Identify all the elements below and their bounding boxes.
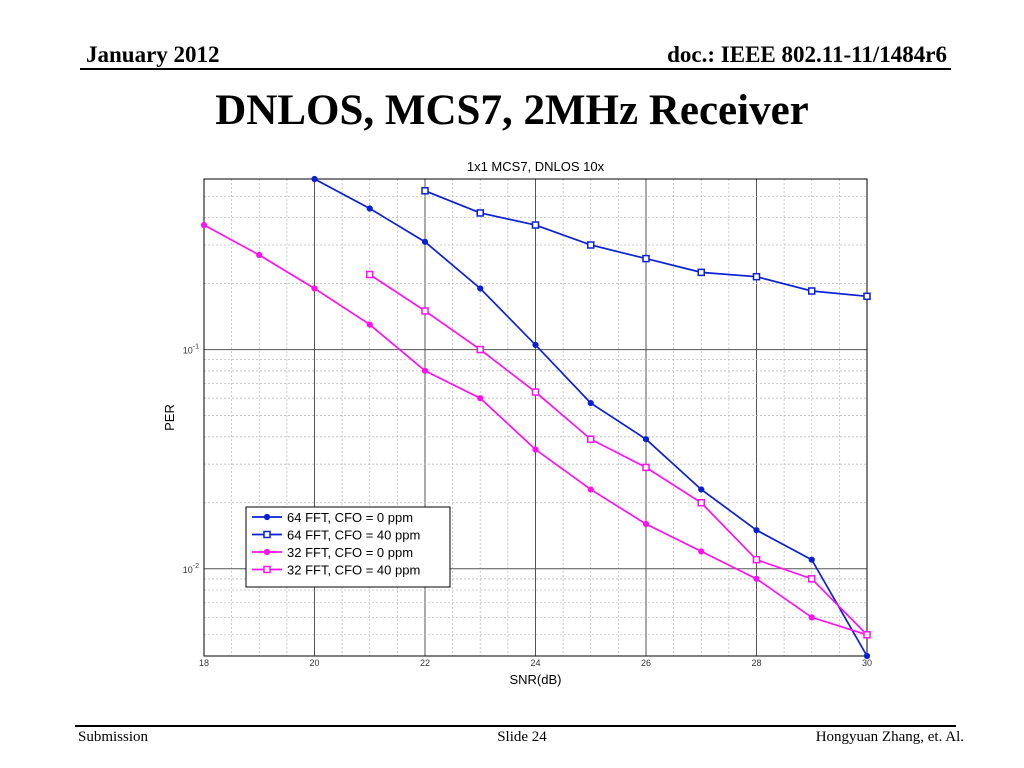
data-point: [256, 251, 263, 259]
chart-title: 1x1 MCS7, DNLOS 10x: [467, 159, 605, 174]
data-point: [808, 287, 816, 295]
x-tick-label: 20: [309, 658, 319, 668]
legend-swatch-marker: [263, 530, 271, 539]
data-point: [752, 272, 761, 281]
data-point: [421, 187, 429, 195]
header-doc-id: doc.: IEEE 802.11-11/1484r6: [667, 42, 947, 67]
data-point: [532, 446, 539, 453]
x-axis-label: SNR(dB): [509, 672, 561, 687]
legend-label: 32 FFT, CFO = 0 ppm: [287, 545, 413, 560]
data-point: [808, 614, 815, 621]
data-point: [642, 463, 650, 472]
axes-frame: [203, 178, 868, 657]
data-point: [808, 556, 815, 563]
footer-author: Hongyuan Zhang, et. Al.: [815, 729, 964, 745]
data-point: [587, 435, 595, 443]
data-point: [697, 268, 705, 277]
data-point: [477, 285, 484, 292]
data-point: [698, 486, 705, 493]
x-tick-label: 24: [530, 658, 540, 668]
data-point: [531, 388, 540, 396]
data-point: [863, 292, 871, 301]
data-point: [808, 575, 816, 583]
header-rule: [80, 68, 951, 70]
data-point: [531, 221, 540, 229]
legend-label: 32 FFT, CFO = 40 ppm: [287, 563, 420, 578]
data-point: [366, 205, 373, 212]
data-point: [200, 221, 208, 229]
data-point: [476, 345, 484, 354]
data-point: [421, 238, 429, 245]
per-chart: 1x1 MCS7, DNLOS 10x 18 20 22 24 26 28 30 10-1 10-…: [162, 159, 872, 687]
legend-label: 64 FFT, CFO = 0 ppm: [287, 510, 413, 525]
data-point: [587, 241, 595, 249]
data-point: [698, 548, 705, 555]
legend-swatch-marker: [263, 565, 271, 574]
data-point: [642, 254, 650, 263]
footer-submission: Submission: [78, 729, 149, 745]
data-point: [421, 307, 429, 315]
legend-swatch-marker: [263, 548, 271, 556]
data-point: [697, 499, 705, 507]
data-point: [752, 555, 761, 564]
data-point: [366, 270, 374, 279]
data-point: [642, 436, 650, 443]
series-line-4: [369, 273, 868, 636]
data-point: [476, 209, 484, 217]
data-point: [642, 520, 650, 528]
data-point: [421, 367, 429, 374]
footer-slide-number: Slide 24: [497, 729, 547, 745]
data-point: [532, 341, 539, 349]
data-point: [366, 321, 373, 328]
x-tick-label: 22: [420, 658, 430, 668]
data-point: [587, 486, 594, 493]
legend-box: [245, 506, 451, 588]
x-tick-label: 30: [862, 658, 872, 668]
slide-title: DNLOS, MCS7, 2MHz Receiver: [215, 87, 809, 134]
x-tick-label: 18: [199, 658, 209, 668]
data-point: [863, 631, 871, 639]
data-point: [587, 399, 594, 407]
data-point: [753, 575, 760, 582]
data-point: [753, 527, 760, 534]
x-tick-label: 26: [641, 658, 651, 668]
data-point: [863, 652, 871, 660]
data-point: [311, 285, 318, 292]
header-date: January 2012: [86, 42, 220, 67]
y-tick-label: 10-1: [183, 344, 199, 356]
y-tick-label: 10-2: [183, 563, 199, 575]
y-axis-label: PER: [162, 404, 177, 431]
x-tick-label: 28: [751, 658, 761, 668]
data-point: [311, 175, 318, 183]
data-point: [477, 395, 484, 402]
footer-rule: [75, 725, 956, 727]
legend-swatch-marker: [263, 513, 271, 521]
legend-label: 64 FFT, CFO = 40 ppm: [287, 528, 420, 543]
